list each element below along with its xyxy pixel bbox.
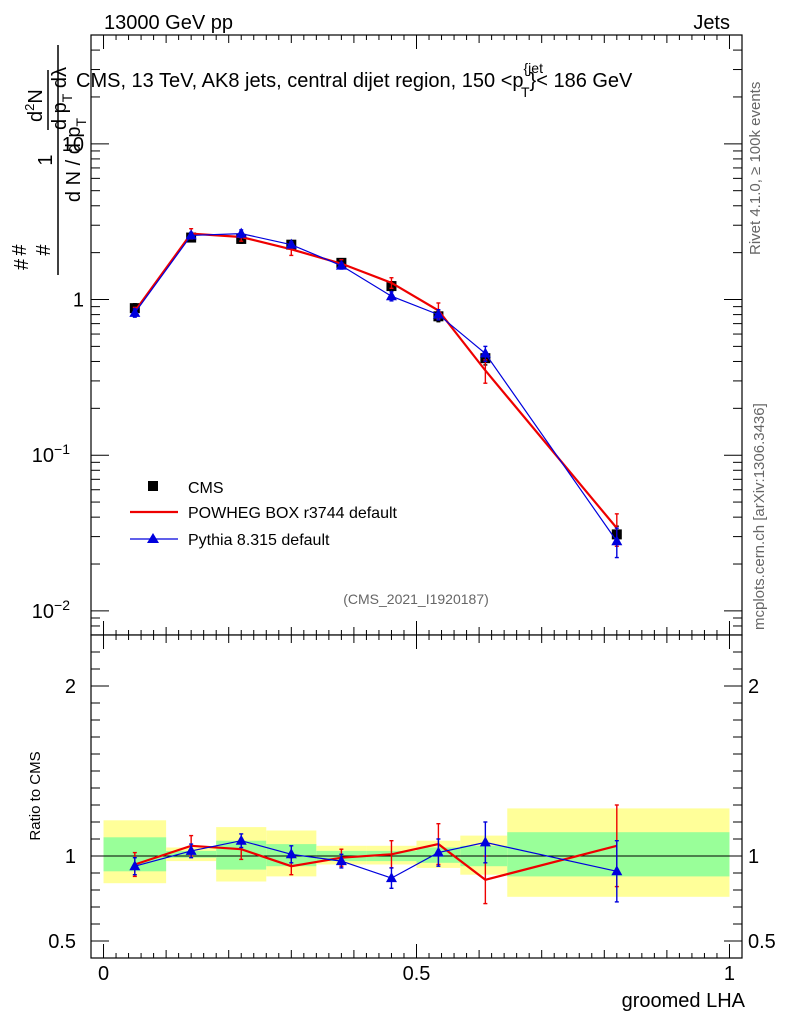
ratio-y-tick-label-right: 0.5 <box>748 931 776 953</box>
source-label: mcplots.cern.ch [arXiv:1306.3436] <box>751 403 768 630</box>
pythia-point <box>479 347 491 358</box>
ratio-y-tick-label: 1 <box>65 846 76 868</box>
main-ylabel-left: # <box>11 258 33 270</box>
main-ylabel-den: d N / d pT <box>63 117 89 202</box>
analysis-id-label: (CMS_2021_I1920187) <box>343 591 489 607</box>
legend-cms-marker <box>148 481 158 491</box>
ratio-panel <box>91 635 742 958</box>
main-ylabel-d2n: d2N <box>22 89 47 122</box>
x-tick-label: 0.5 <box>403 963 431 985</box>
pythia-point <box>335 259 347 270</box>
ratio-pythia-point <box>335 855 347 866</box>
legend-powheg-label: POWHEG BOX r3744 default <box>188 505 398 522</box>
x-tick-label: 0 <box>98 963 109 985</box>
main-plot-layer: 10−2 10−1 1 10 <box>32 34 742 636</box>
main-title-sub: T <box>521 84 530 100</box>
legend-cms-label: CMS <box>188 480 224 497</box>
ratio-y-tick-label: 0.5 <box>48 931 76 953</box>
main-title: CMS, 13 TeV, AK8 jets, central dijet reg… <box>76 60 633 100</box>
main-title-suffix: }< 186 GeV <box>530 70 634 92</box>
ratio-pythia-point <box>385 872 397 883</box>
pythia-point <box>235 227 247 238</box>
pythia-point <box>611 535 623 546</box>
ratio-pythia-point <box>185 844 197 855</box>
pythia-point <box>385 290 397 301</box>
ratio-pythia-point <box>611 865 623 876</box>
main-title-sup: {jet <box>524 60 544 76</box>
ratio-panel-frame <box>90 634 743 959</box>
main-y-tick-label: 10−2 <box>32 597 70 623</box>
main-ylabel: 1 # d N / d pT # <box>9 45 89 275</box>
ratio-pythia-point <box>129 860 141 871</box>
ratio-pythia-point <box>235 834 247 845</box>
legend: CMS POWHEG BOX r3744 default Pythia 8.31… <box>130 480 398 549</box>
legend-pythia-marker <box>147 533 159 543</box>
pythia-point <box>285 238 297 249</box>
ratio-y-tick-label-right: 1 <box>748 846 759 868</box>
pythia-point <box>185 229 197 240</box>
ratio-pythia-point <box>432 846 444 857</box>
main-ylabel-num: 1 <box>35 154 57 165</box>
energy-label: 13000 GeV pp <box>104 12 233 34</box>
main-y-tick-label: 10−1 <box>32 441 70 467</box>
x-axis-title: groomed LHA <box>622 990 746 1012</box>
category-label: Jets <box>693 12 730 34</box>
ratio-pythia-point <box>285 848 297 859</box>
rivet-version-label: Rivet 4.1.0, ≥ 100k events <box>747 82 764 255</box>
ratio-plot-layer: 0 0.5 1 0.5 0.5 1 1 2 2 <box>48 634 776 985</box>
ratio-pythia-point <box>479 836 491 847</box>
x-tick-label: 1 <box>724 963 735 985</box>
main-ylabel-hash-top: # <box>9 244 31 256</box>
ratio-ylabel: Ratio to CMS <box>27 751 44 840</box>
pythia-point <box>432 308 444 319</box>
ratio-y-tick-label-right: 2 <box>748 676 759 698</box>
pythia-point <box>129 306 141 317</box>
main-ylabel-hash: # <box>33 244 55 256</box>
main-y-tick-label: 1 <box>73 290 84 312</box>
legend-pythia-label: Pythia 8.315 default <box>188 532 330 549</box>
main-title-prefix: CMS, 13 TeV, AK8 jets, central dijet reg… <box>76 70 524 92</box>
main-y-tick-label: 10 <box>62 134 84 156</box>
main-ylabel-dpt: d pT dλ <box>49 67 75 130</box>
main-panel <box>90 34 743 636</box>
main-ylabel-hash-left: # <box>11 258 33 270</box>
ratio-y-tick-label: 2 <box>65 676 76 698</box>
main-ylabel-right: d2N d pT dλ <box>22 67 75 130</box>
